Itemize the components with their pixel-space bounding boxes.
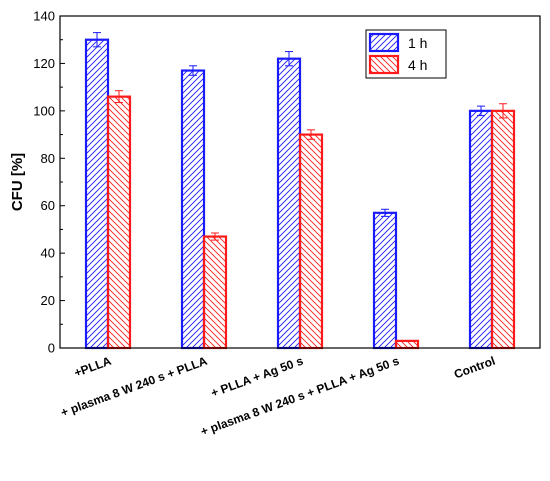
bar-series-2 [298,133,324,350]
bars [84,38,516,350]
y-axis-ticks: 0 20 40 60 80 100 120 140 [33,9,65,356]
bar-series-1 [84,38,110,350]
category-labels: +PLLA+ plasma 8 W 240 s + PLLA + PLLA + A… [59,354,497,439]
legend-label: 1 h [408,35,427,51]
y-tick-label: 120 [33,56,55,71]
plot-frame [59,15,541,349]
y-tick-label: 40 [41,246,55,261]
category-label: Control [452,354,497,382]
bar-series-2 [202,235,228,350]
y-tick-label: 140 [33,9,55,24]
legend-swatch [368,32,400,53]
bar-series-1 [276,57,302,350]
error-bars [93,32,507,241]
y-tick-label: 80 [41,151,55,166]
bar-series-1 [372,211,398,350]
legend-label: 4 h [408,57,427,73]
y-tick-label: 0 [48,341,55,356]
y-tick-label: 20 [41,293,55,308]
y-axis-title: CFU [%] [9,153,26,211]
bar-series-1 [468,109,494,350]
legend: 1 h4 h [365,29,447,79]
bar-series-1 [180,69,206,350]
legend-swatch [368,54,400,75]
y-tick-label: 60 [41,198,55,213]
y-tick-label: 100 [33,103,55,118]
category-label: +PLLA [72,354,113,380]
bar-series-2 [490,109,516,350]
bar-series-2 [394,339,420,350]
bar-series-2 [106,95,132,350]
